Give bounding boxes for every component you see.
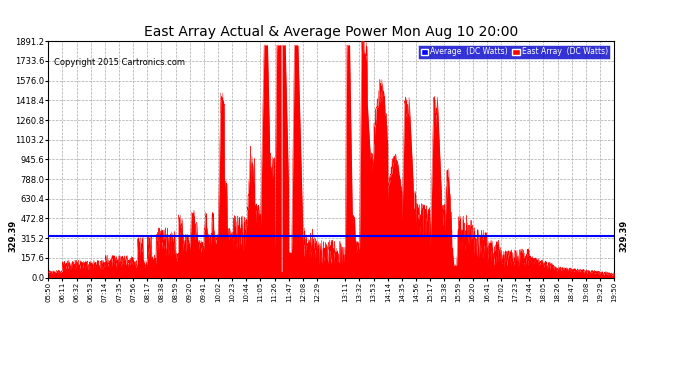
- Text: Copyright 2015 Cartronics.com: Copyright 2015 Cartronics.com: [54, 58, 185, 67]
- Text: 329.39: 329.39: [8, 220, 17, 252]
- Legend: Average  (DC Watts), East Array  (DC Watts): Average (DC Watts), East Array (DC Watts…: [418, 45, 610, 58]
- Title: East Array Actual & Average Power Mon Aug 10 20:00: East Array Actual & Average Power Mon Au…: [144, 25, 518, 39]
- Text: 329.39: 329.39: [620, 220, 629, 252]
